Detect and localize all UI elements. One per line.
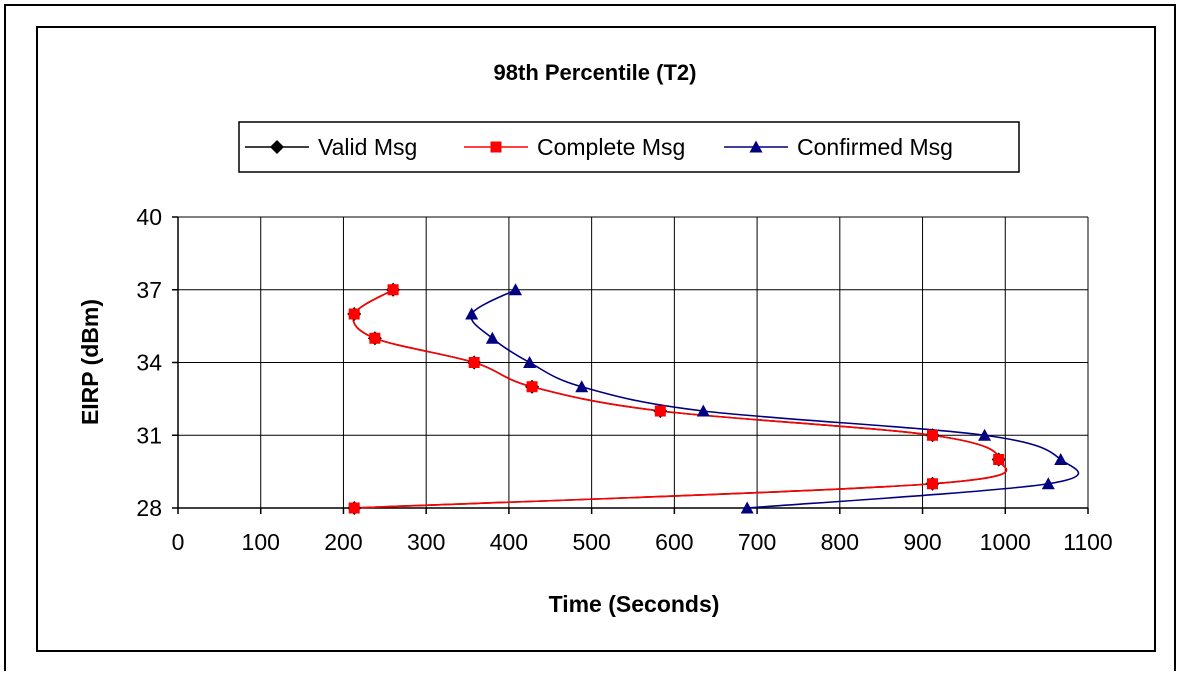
data-point-confirmed-msg (575, 380, 589, 393)
data-point-confirmed-msg (485, 331, 499, 344)
x-tick-label: 200 (324, 529, 362, 555)
data-point-confirmed-msg (523, 356, 537, 369)
legend-swatch-marker (490, 141, 502, 153)
data-point-confirmed-msg (740, 501, 754, 514)
data-point-confirmed-msg (509, 283, 523, 296)
x-tick-label: 500 (572, 529, 610, 555)
y-tick-label: 31 (136, 422, 162, 448)
data-point-confirmed-msg (1041, 477, 1055, 490)
data-point-confirmed-msg (1054, 453, 1068, 466)
x-tick-label: 900 (903, 529, 941, 555)
data-point-complete-msg (369, 332, 381, 344)
data-point-complete-msg (654, 405, 666, 417)
legend-label: Valid Msg (318, 134, 417, 160)
data-point-complete-msg (348, 308, 360, 320)
data-point-confirmed-msg (696, 404, 710, 417)
data-point-confirmed-msg (465, 307, 479, 320)
legend-item-complete-msg: Complete Msg (464, 134, 685, 160)
y-tick-label: 37 (136, 277, 162, 303)
x-tick-label: 300 (407, 529, 445, 555)
x-tick-label: 700 (738, 529, 776, 555)
x-tick-labels: 0 100 200 300 400 500 600 700 800 900 1000 1100 (172, 529, 1113, 555)
data-point-complete-msg (926, 429, 938, 441)
x-axis-title: Time (Seconds) (549, 591, 720, 617)
legend-swatch-marker (749, 140, 763, 153)
legend-item-confirmed-msg: Confirmed Msg (724, 134, 953, 160)
y-tick-label: 28 (136, 495, 162, 521)
x-tick-label: 1000 (980, 529, 1031, 555)
chart-title: 98th Percentile (T2) (494, 60, 697, 85)
legend-item-valid-msg: Valid Msg (245, 134, 417, 160)
y-tick-labels: 28 31 34 37 40 (136, 204, 162, 521)
figure-frame (4, 4, 1176, 671)
series-line-valid-msg (352, 289, 1008, 509)
series-line-complete-msg (352, 289, 1008, 509)
data-point-complete-msg (348, 502, 360, 514)
legend-box (238, 121, 1020, 173)
axes (172, 216, 1089, 514)
y-tick-label: 34 (136, 350, 162, 376)
data-point-complete-msg (993, 454, 1005, 465)
legend: Valid Msg Complete Msg Confirmed Msg (238, 121, 1020, 173)
legend-label: Complete Msg (537, 134, 685, 160)
chart-svg: 98th Percentile (T2) Valid Msg Complete M… (77, 60, 1113, 617)
data-point-confirmed-msg (978, 428, 992, 441)
x-tick-label: 100 (242, 529, 280, 555)
data-point-complete-msg (387, 284, 399, 296)
x-tick-label: 800 (821, 529, 859, 555)
legend-swatch-marker (270, 140, 284, 154)
series-lines (352, 289, 1080, 509)
x-tick-label: 600 (655, 529, 693, 555)
data-point-complete-msg (526, 381, 538, 393)
legend-label: Confirmed Msg (797, 134, 953, 160)
grid-lines (178, 216, 1089, 508)
x-tick-label: 400 (490, 529, 528, 555)
series-markers (347, 282, 1068, 515)
chart-area: 98th Percentile (T2) Valid Msg Complete M… (36, 26, 1156, 652)
data-point-complete-msg (468, 357, 480, 368)
x-tick-label: 0 (172, 529, 185, 555)
y-tick-label: 40 (136, 204, 162, 230)
data-point-complete-msg (926, 478, 938, 490)
plot-area: 28 31 34 37 40 0 100 200 300 400 500 600 700 800 900 1… (136, 204, 1112, 555)
series-line-confirmed-msg (470, 289, 1080, 509)
x-tick-label: 1100 (1063, 529, 1112, 555)
y-axis-title: EIRP (dBm) (77, 299, 103, 425)
